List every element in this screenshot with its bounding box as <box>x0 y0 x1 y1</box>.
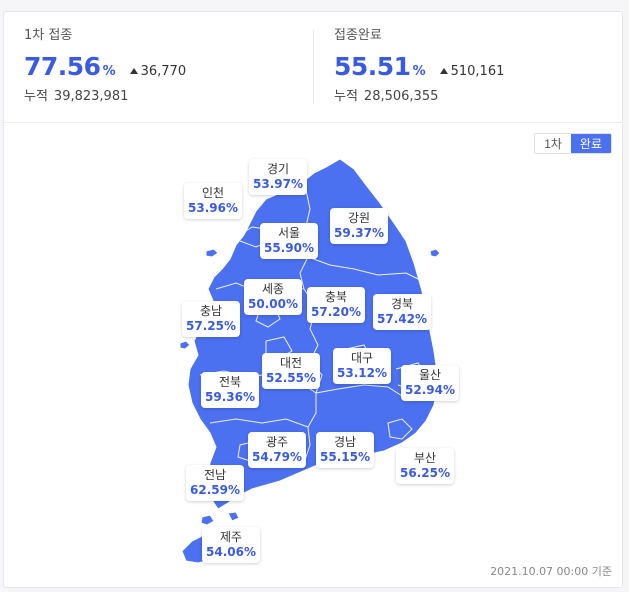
region-name: 광주 <box>265 435 289 449</box>
border-gangwon-gyeongbuk <box>307 256 419 280</box>
region-name: 세종 <box>261 282 285 296</box>
complete-delta-value: 510,161 <box>450 64 505 79</box>
west-island-shape-1 <box>205 248 219 258</box>
region-label-daegu[interactable]: 대구 53.12% <box>333 348 391 384</box>
first-dose-total: 39,823,981 <box>53 89 129 104</box>
region-label-chungbuk[interactable]: 충북 57.20% <box>307 287 365 323</box>
first-dose-pct-sign: % <box>102 64 116 79</box>
region-label-jeonnam[interactable]: 전남 62.59% <box>186 465 244 501</box>
region-value: 59.36% <box>205 390 255 404</box>
complete-total-label: 누적 <box>334 89 358 104</box>
first-dose-delta-value: 36,770 <box>140 64 187 79</box>
first-dose-stat: 1차 접종 77.56% 36,770 누적 39,823,981 <box>24 26 186 106</box>
dose-toggle: 1차 완료 <box>534 133 612 154</box>
complete-stat: 접종완료 55.51% 510,161 누적 28,506,355 <box>334 26 504 106</box>
region-label-sejong[interactable]: 세종 50.00% <box>244 279 302 315</box>
region-name: 충남 <box>199 304 223 318</box>
complete-pct-sign: % <box>412 64 426 79</box>
region-label-gangwon[interactable]: 강원 59.37% <box>330 208 388 244</box>
region-name: 경남 <box>333 435 357 449</box>
region-value: 54.79% <box>252 450 302 464</box>
region-value: 62.59% <box>190 483 240 497</box>
toggle-first-dose-button[interactable]: 1차 <box>535 134 571 153</box>
ulleung-island-shape <box>429 248 441 258</box>
region-value: 59.37% <box>334 226 384 240</box>
vaccination-card: 1차 접종 77.56% 36,770 누적 39,823,981 접종완료 55… <box>3 11 623 588</box>
toggle-complete-button[interactable]: 완료 <box>570 134 611 153</box>
region-label-jeonbuk[interactable]: 전북 59.36% <box>201 372 259 408</box>
region-name: 서울 <box>277 226 301 240</box>
complete-delta: 510,161 <box>439 64 505 79</box>
region-value: 50.00% <box>248 297 298 311</box>
complete-rate: 55.51 <box>334 52 411 81</box>
region-value: 55.90% <box>264 241 314 255</box>
up-triangle-icon <box>129 68 138 74</box>
region-name: 인천 <box>201 186 225 200</box>
first-dose-delta: 36,770 <box>129 64 187 79</box>
region-name: 전북 <box>218 375 242 389</box>
region-value: 53.12% <box>337 366 387 380</box>
region-name: 부산 <box>413 451 437 465</box>
region-name: 대구 <box>350 351 374 365</box>
map-area: 1차 완료 <box>4 123 622 587</box>
region-value: 57.42% <box>377 312 427 326</box>
region-name: 경기 <box>266 162 290 176</box>
region-label-gyeonggi[interactable]: 경기 53.97% <box>249 159 307 195</box>
region-label-jeju[interactable]: 제주 54.06% <box>202 527 260 563</box>
region-value: 55.15% <box>320 450 370 464</box>
border-gyeongnam-jeonnam <box>303 426 311 464</box>
border-busan <box>387 418 413 440</box>
west-island-shape-2 <box>179 340 191 350</box>
region-value: 52.94% <box>405 383 455 397</box>
region-label-gyeongbuk[interactable]: 경북 57.42% <box>373 294 431 330</box>
region-name: 제주 <box>219 530 243 544</box>
region-label-ulsan[interactable]: 울산 52.94% <box>401 365 459 401</box>
stats-divider <box>313 30 314 104</box>
region-label-incheon[interactable]: 인천 53.96% <box>184 183 242 219</box>
first-dose-total-label: 누적 <box>24 89 48 104</box>
region-name: 강원 <box>347 211 371 225</box>
region-name: 충북 <box>324 290 348 304</box>
first-dose-rate: 77.56 <box>24 52 101 81</box>
region-name: 경북 <box>390 297 414 311</box>
region-value: 57.25% <box>186 319 236 333</box>
region-label-daejeon[interactable]: 대전 52.55% <box>262 353 320 389</box>
region-label-gwangju[interactable]: 광주 54.79% <box>248 432 306 468</box>
region-name: 울산 <box>418 368 442 382</box>
border-jeonbuk-jeonnam <box>209 393 317 428</box>
region-value: 52.55% <box>266 371 316 385</box>
data-basis-timestamp: 2021.10.07 00:00 기준 <box>490 565 612 578</box>
complete-total: 28,506,355 <box>363 89 439 104</box>
region-value: 53.97% <box>253 177 303 191</box>
border-gyeongbuk-gyeongnam <box>315 384 411 402</box>
region-name: 대전 <box>279 356 303 370</box>
first-dose-label: 1차 접종 <box>24 28 73 43</box>
region-label-chungnam[interactable]: 충남 57.25% <box>182 301 240 337</box>
stats-header: 1차 접종 77.56% 36,770 누적 39,823,981 접종완료 55… <box>4 12 622 123</box>
south-island-shape-2 <box>227 511 240 522</box>
region-value: 56.25% <box>400 466 450 480</box>
region-label-busan[interactable]: 부산 56.25% <box>396 448 454 484</box>
region-label-gyeongnam[interactable]: 경남 55.15% <box>316 432 374 468</box>
region-value: 54.06% <box>206 545 256 559</box>
region-value: 53.96% <box>188 201 238 215</box>
complete-label: 접종완료 <box>334 28 382 43</box>
region-label-seoul[interactable]: 서울 55.90% <box>260 223 318 259</box>
south-island-shape-1 <box>200 514 215 526</box>
up-triangle-icon <box>439 68 448 74</box>
region-name: 전남 <box>203 468 227 482</box>
region-value: 57.20% <box>311 305 361 319</box>
